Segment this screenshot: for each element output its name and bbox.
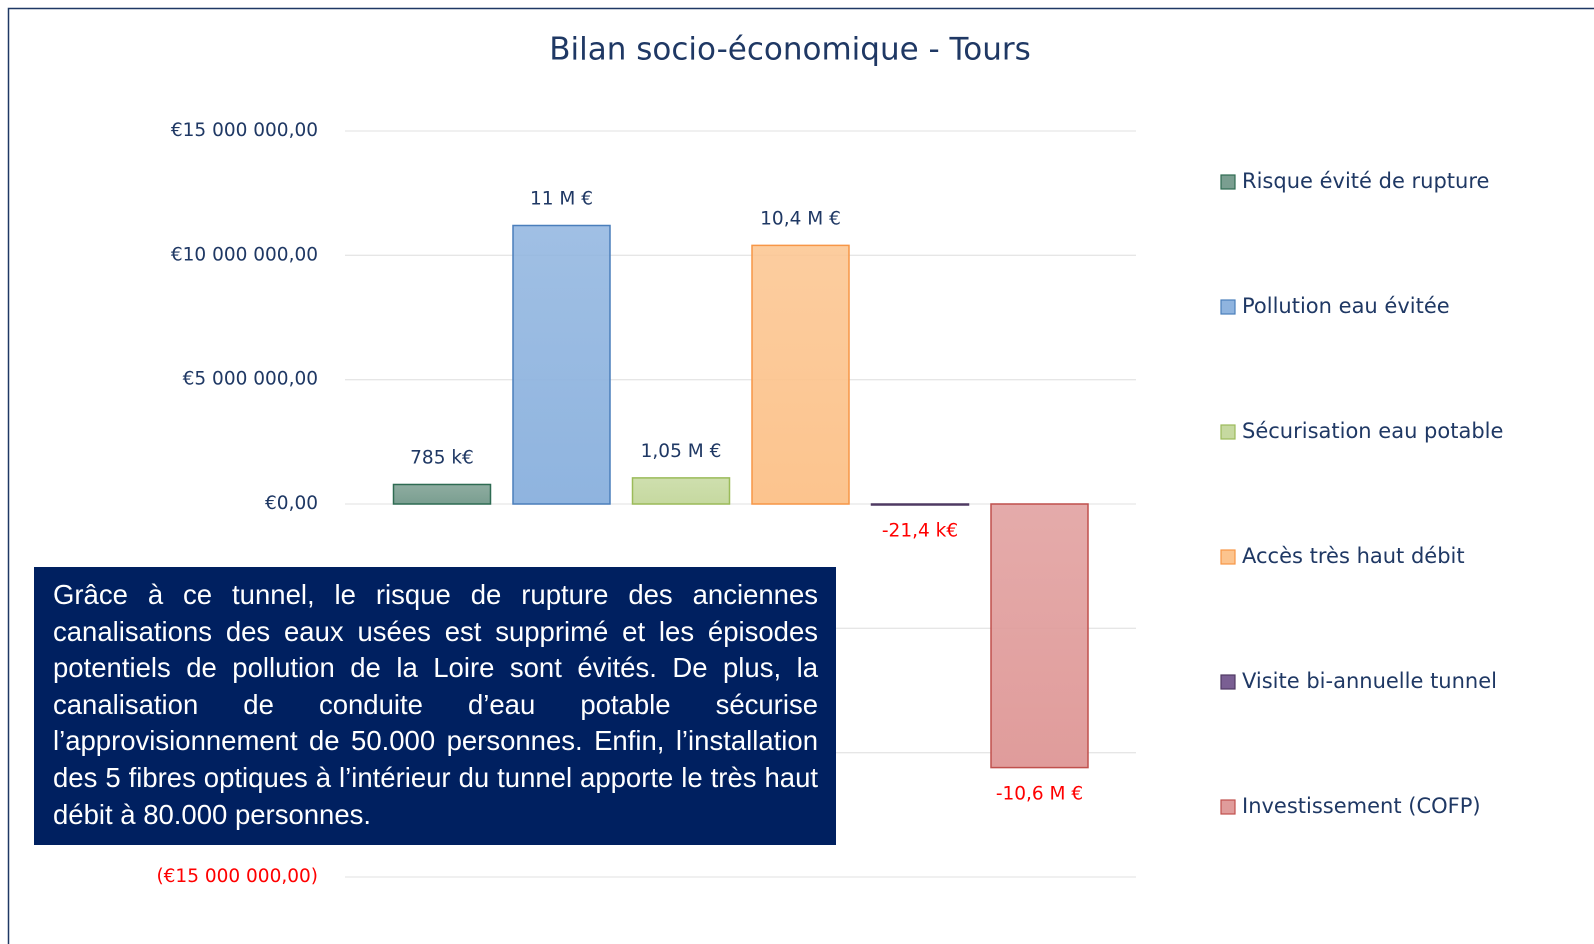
data-label: -10,6 M €	[996, 784, 1083, 805]
bar	[870, 503, 970, 506]
legend-label: Sécurisation eau potable	[1242, 419, 1503, 443]
bar	[631, 477, 731, 505]
legend-label: Risque évité de rupture	[1242, 169, 1489, 193]
legend-label: Visite bi-annuelle tunnel	[1242, 669, 1497, 693]
legend-swatch	[1220, 299, 1236, 315]
annotation-box: Grâce à ce tunnel, le risque de rupture …	[34, 567, 836, 845]
legend-swatch	[1220, 549, 1236, 565]
data-label: 10,4 M €	[760, 208, 841, 229]
y-tick-label: €5 000 000,00	[183, 369, 318, 390]
data-label: 1,05 M €	[641, 441, 722, 462]
legend-label: Pollution eau évitée	[1242, 294, 1450, 318]
bar	[512, 224, 611, 505]
data-label: -21,4 k€	[882, 521, 958, 542]
y-tick-label: (€15 000 000,00)	[156, 866, 318, 887]
legend-swatch	[1220, 799, 1236, 815]
bar	[990, 503, 1089, 769]
y-tick-label: €15 000 000,00	[171, 120, 318, 141]
legend-swatch	[1220, 424, 1236, 440]
bar	[392, 483, 492, 505]
chart-border	[7, 7, 1594, 944]
y-tick-label: €0,00	[265, 493, 318, 514]
data-label: 11 M €	[530, 188, 593, 209]
y-tick-label: €10 000 000,00	[171, 244, 318, 265]
legend-swatch	[1220, 674, 1236, 690]
chart-title: Bilan socio-économique - Tours	[549, 32, 1030, 68]
legend-label: Accès très haut débit	[1242, 544, 1465, 568]
data-label: 785 k€	[410, 447, 474, 468]
legend-swatch	[1220, 174, 1236, 190]
bar	[751, 244, 850, 505]
legend-label: Investissement (COFP)	[1242, 794, 1481, 818]
